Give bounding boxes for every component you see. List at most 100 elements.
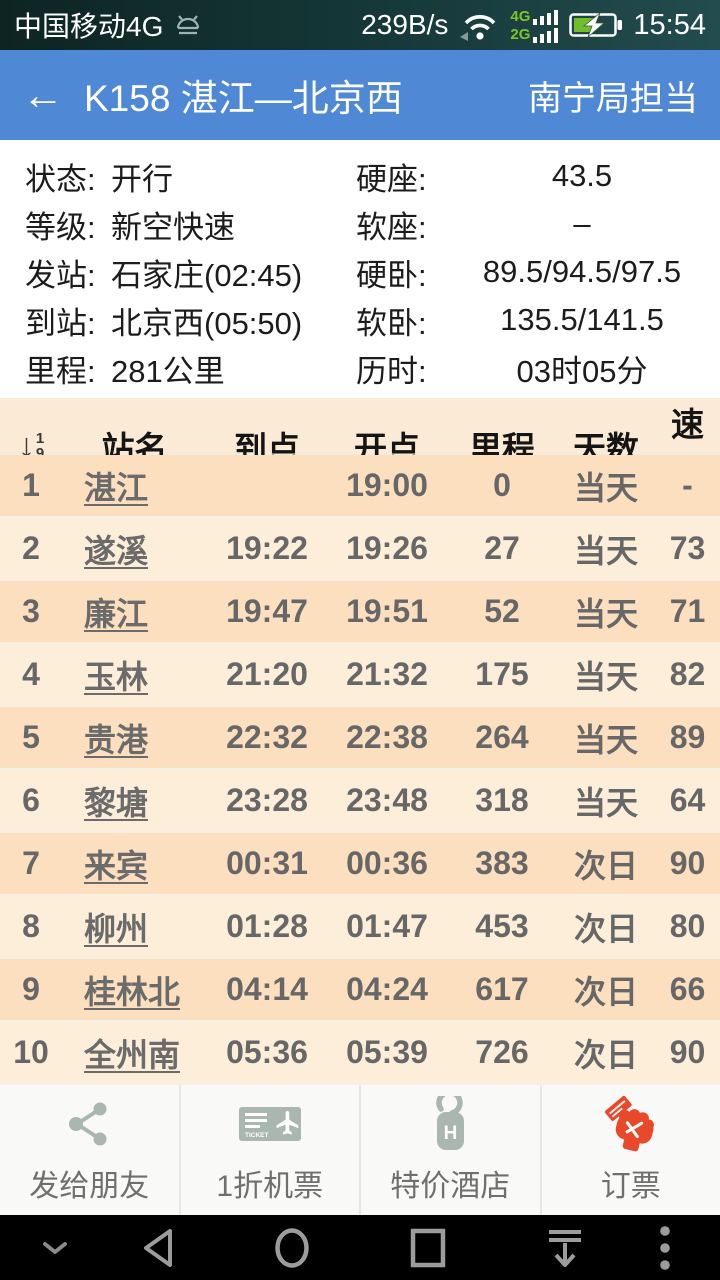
row-depart: 22:38 <box>346 719 428 755</box>
row-speed: 90 <box>669 1034 706 1070</box>
row-arrive: 04:14 <box>226 971 308 1007</box>
row-seq: 10 <box>13 1034 49 1070</box>
row-day: 当天 <box>573 721 638 758</box>
row-day: 次日 <box>573 1036 638 1073</box>
row-day: 当天 <box>573 784 638 821</box>
net-2g-badge: 2G <box>510 25 531 43</box>
status-label: 状态: <box>25 161 96 197</box>
row-distance: 453 <box>475 908 529 944</box>
hotel-deal-button[interactable]: H 特价酒店 <box>359 1085 540 1215</box>
status-bar: 中国移动4G 239B/s 4G <box>0 0 720 50</box>
hide-navbar-chevron-icon[interactable] <box>41 1240 69 1256</box>
carrier-label: 中国移动4G <box>14 11 164 42</box>
android-head-icon <box>177 15 200 35</box>
wifi-icon <box>460 14 496 41</box>
book-ticket-button[interactable]: 订票 <box>539 1085 720 1215</box>
row-speed: 71 <box>669 593 706 629</box>
station-link[interactable]: 玉林 <box>84 658 149 695</box>
flight-ticket-button[interactable]: TICKET 1折机票 <box>178 1085 360 1215</box>
net-4g-badge: 4G <box>510 7 531 25</box>
table-row[interactable]: 9 桂林北 04:14 04:24 617 次日 66 <box>0 959 720 1022</box>
menu-dots-icon[interactable] <box>659 1225 671 1271</box>
recents-nav-icon[interactable] <box>410 1228 446 1268</box>
station-link[interactable]: 全州南 <box>84 1036 181 1073</box>
app-header: ← K158 湛江—北京西 南宁局担当 <box>0 50 720 140</box>
row-depart: 04:24 <box>346 971 428 1007</box>
class-value: 新空快速 <box>111 209 235 245</box>
row-depart: 00:36 <box>346 845 428 881</box>
share-button[interactable]: 发给朋友 <box>0 1085 179 1215</box>
row-distance: 175 <box>475 656 529 692</box>
row-depart: 21:32 <box>346 656 428 692</box>
row-distance: 383 <box>475 845 529 881</box>
row-distance: 52 <box>484 593 520 629</box>
row-day: 次日 <box>573 973 638 1010</box>
station-link[interactable]: 来宾 <box>84 847 149 884</box>
row-arrive: 05:36 <box>226 1034 308 1070</box>
svg-text:TICKET: TICKET <box>245 1132 269 1139</box>
android-nav-bar <box>0 1215 720 1280</box>
row-speed: 73 <box>669 530 706 566</box>
table-row[interactable]: 8 柳州 01:28 01:47 453 次日 80 <box>0 896 720 959</box>
home-nav-icon[interactable] <box>273 1227 311 1269</box>
row-speed: 64 <box>669 782 706 818</box>
row-speed: - <box>682 467 693 503</box>
row-arrive: 22:32 <box>226 719 308 755</box>
table-row[interactable]: 4 玉林 21:20 21:32 175 当天 82 <box>0 644 720 707</box>
back-nav-icon[interactable] <box>140 1227 174 1269</box>
boarding-pass-icon: TICKET <box>238 1106 301 1141</box>
row-day: 次日 <box>573 847 638 884</box>
destination-label: 到站: <box>25 305 96 341</box>
mileage-value: 281公里 <box>111 353 225 389</box>
row-arrive: 19:22 <box>226 530 308 566</box>
row-arrive: 23:28 <box>226 782 308 818</box>
row-seq: 7 <box>22 845 40 881</box>
row-speed: 82 <box>669 656 706 692</box>
table-row[interactable]: 1 湛江 19:00 0 当天 - <box>0 455 720 518</box>
row-arrive: 19:47 <box>226 593 308 629</box>
table-row[interactable]: 3 廉江 19:47 19:51 52 当天 71 <box>0 581 720 644</box>
row-speed: 89 <box>669 719 706 755</box>
hard-seat-price: 43.5 <box>551 158 613 193</box>
station-link[interactable]: 黎塘 <box>84 784 149 821</box>
signal-strength-icon: 4G 2G <box>510 8 559 43</box>
svg-text:H: H <box>444 1123 458 1144</box>
row-day: 当天 <box>573 469 638 506</box>
back-arrow-icon[interactable]: ← <box>22 71 64 118</box>
row-seq: 2 <box>22 530 40 566</box>
row-depart: 23:48 <box>346 782 428 818</box>
station-link[interactable]: 湛江 <box>84 469 149 506</box>
share-icon <box>69 1102 107 1145</box>
row-distance: 318 <box>475 782 529 818</box>
notification-pulldown-icon[interactable] <box>546 1227 584 1269</box>
clock-label: 15:54 <box>633 8 706 41</box>
hotel-door-hanger-icon: H <box>436 1095 465 1150</box>
row-speed: 80 <box>669 908 706 944</box>
mileage-label: 里程: <box>25 353 96 389</box>
train-info-panel: 状态: 开行 等级: 新空快速 发站: 石家庄(02:45) 到站: 北京西(05:50… <box>0 140 720 398</box>
row-day: 当天 <box>573 532 638 569</box>
table-row[interactable]: 6 黎塘 23:28 23:48 318 当天 64 <box>0 770 720 833</box>
battery-icon <box>569 11 623 38</box>
station-link[interactable]: 桂林北 <box>84 973 181 1010</box>
station-link[interactable]: 柳州 <box>84 910 149 947</box>
row-depart: 19:26 <box>346 530 428 566</box>
soft-sleeper-price: 135.5/141.5 <box>500 302 664 337</box>
hard-sleeper-label: 硬卧: <box>356 257 427 293</box>
table-row[interactable]: 7 来宾 00:31 00:36 383 次日 90 <box>0 833 720 896</box>
station-link[interactable]: 贵港 <box>84 721 149 758</box>
page-title: K158 湛江—北京西 <box>84 78 403 119</box>
station-link[interactable]: 遂溪 <box>84 532 149 569</box>
row-speed: 66 <box>669 971 706 1007</box>
status-value: 开行 <box>111 161 173 197</box>
class-label: 等级: <box>25 209 96 245</box>
table-row[interactable]: 10 全州南 05:36 05:39 726 次日 90 <box>0 1022 720 1085</box>
table-row[interactable]: 5 贵港 22:32 22:38 264 当天 89 <box>0 707 720 770</box>
table-row[interactable]: 2 遂溪 19:22 19:26 27 当天 73 <box>0 518 720 581</box>
row-seq: 5 <box>22 719 40 755</box>
row-arrive: 21:20 <box>226 656 308 692</box>
row-arrive: 00:31 <box>226 845 308 881</box>
station-link[interactable]: 廉江 <box>84 595 149 632</box>
